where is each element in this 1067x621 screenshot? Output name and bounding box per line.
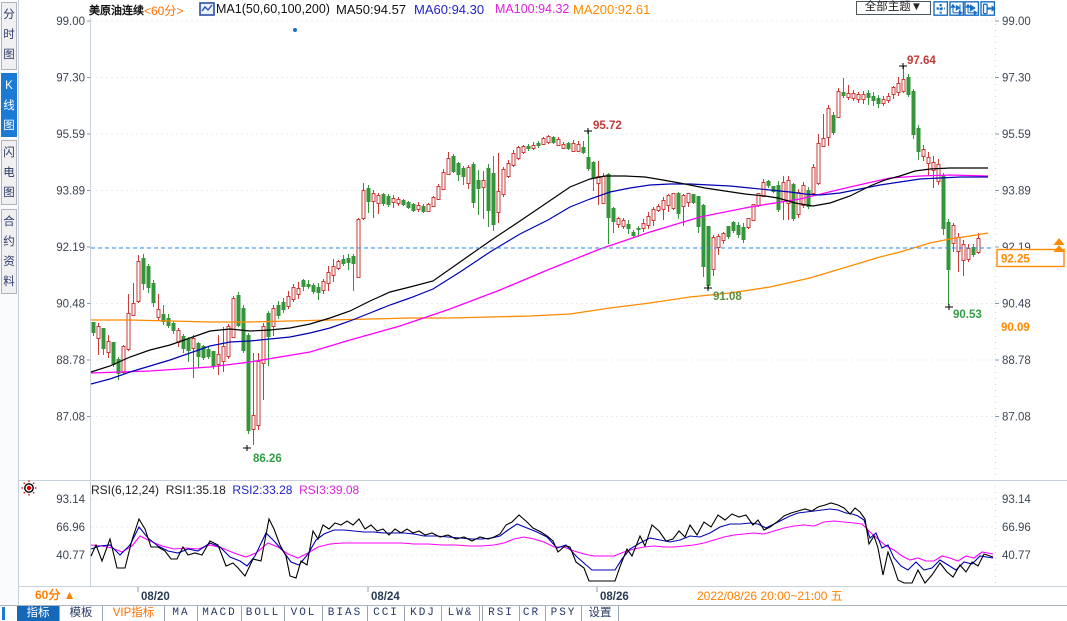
svg-text:90.09: 90.09 [1001,322,1030,334]
svg-text:40.77: 40.77 [1002,550,1031,562]
svg-text:91.08: 91.08 [713,291,742,303]
svg-text:99.00: 99.00 [1002,16,1031,28]
svg-text:92.25: 92.25 [1001,254,1030,266]
svg-text:08/20: 08/20 [141,591,170,603]
svg-text:90.48: 90.48 [56,299,85,311]
svg-text:88.78: 88.78 [56,355,85,367]
svg-text:93.89: 93.89 [56,186,85,198]
svg-text:86.26: 86.26 [253,453,282,465]
svg-text:93.89: 93.89 [1002,186,1031,198]
svg-text:87.08: 87.08 [1002,412,1031,424]
svg-text:97.30: 97.30 [56,73,85,85]
svg-text:66.96: 66.96 [56,522,85,534]
svg-text:95.59: 95.59 [1002,129,1031,141]
svg-text:87.08: 87.08 [56,412,85,424]
svg-text:66.96: 66.96 [1002,522,1031,534]
svg-text:40.77: 40.77 [56,550,85,562]
svg-text:99.00: 99.00 [56,16,85,28]
svg-text:95.59: 95.59 [56,129,85,141]
svg-text:92.19: 92.19 [56,242,85,254]
svg-text:88.78: 88.78 [1002,355,1031,367]
svg-text:93.14: 93.14 [1002,494,1031,506]
svg-text:97.30: 97.30 [1002,73,1031,85]
svg-text:60分 ▲: 60分 ▲ [35,587,76,602]
svg-text:93.14: 93.14 [56,494,85,506]
svg-text:97.64: 97.64 [907,55,936,67]
svg-text:90.53: 90.53 [953,309,982,321]
svg-text:08/26: 08/26 [600,591,629,603]
svg-text:95.72: 95.72 [593,120,622,132]
svg-text:90.48: 90.48 [1002,299,1031,311]
svg-text:2022/08/26 20:00~21:00 五: 2022/08/26 20:00~21:00 五 [697,589,843,603]
svg-text:08/24: 08/24 [371,591,400,603]
